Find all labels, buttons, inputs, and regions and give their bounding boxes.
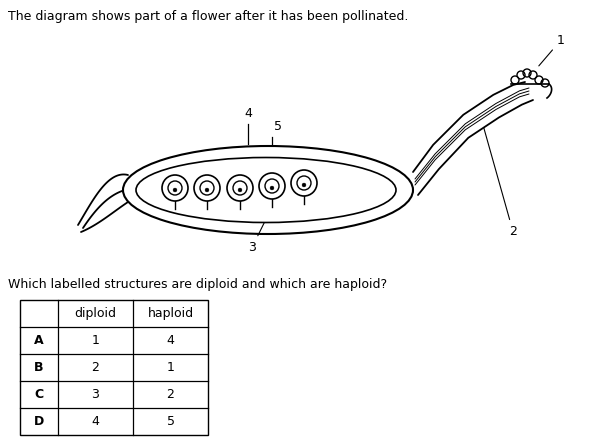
Text: 4: 4 [244,107,252,120]
Circle shape [291,170,317,196]
Circle shape [162,175,188,201]
Bar [20,300,208,435]
Text: 5: 5 [274,121,282,133]
Circle shape [227,175,253,201]
Text: 2: 2 [484,128,517,238]
Text: 3: 3 [92,388,99,401]
Text: The diagram shows part of a flower after it has been pollinated.: The diagram shows part of a flower after… [8,10,408,23]
Circle shape [238,188,242,192]
Ellipse shape [136,158,396,223]
Text: 3: 3 [248,209,271,254]
Text: A: A [34,334,44,347]
Circle shape [173,188,177,192]
Text: 1: 1 [539,33,565,66]
Circle shape [233,181,247,195]
Text: 1: 1 [167,361,175,374]
Ellipse shape [123,146,413,234]
Circle shape [194,175,220,201]
Text: 4: 4 [92,415,99,428]
Circle shape [205,188,209,192]
Text: 4: 4 [167,334,175,347]
Text: 1: 1 [92,334,99,347]
Circle shape [302,183,306,187]
Text: 2: 2 [167,388,175,401]
Text: 2: 2 [92,361,99,374]
Text: diploid: diploid [75,307,117,320]
Circle shape [297,176,311,190]
Circle shape [168,181,182,195]
Circle shape [270,186,274,190]
Circle shape [200,181,214,195]
Text: Which labelled structures are diploid and which are haploid?: Which labelled structures are diploid an… [8,278,387,291]
Text: D: D [34,415,44,428]
Circle shape [265,179,279,193]
Text: C: C [34,388,43,401]
Text: 5: 5 [167,415,175,428]
Text: B: B [34,361,44,374]
Circle shape [259,173,285,199]
Text: haploid: haploid [147,307,194,320]
